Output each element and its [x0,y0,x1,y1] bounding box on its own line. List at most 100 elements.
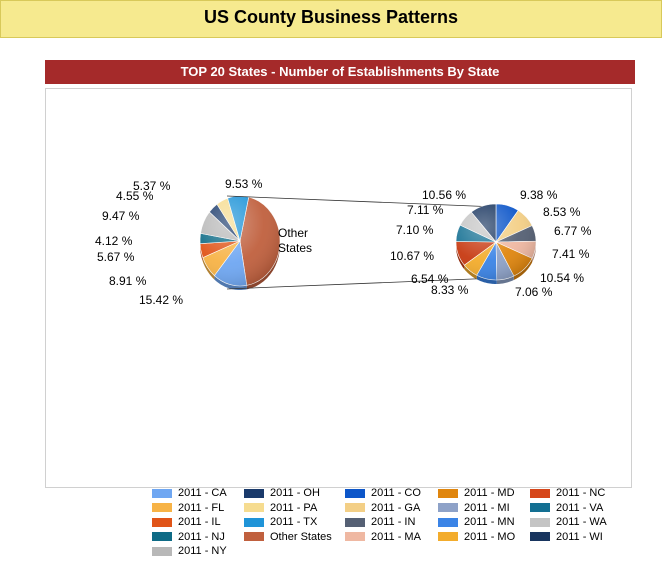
main-pie-label-2011-fl: 8.91 % [109,274,147,288]
legend-item-2011-md[interactable]: 2011 - MD [438,487,515,501]
detail-pie-label-2011-wa: 7.11 % [407,203,444,217]
panel-title: TOP 20 States - Number of Establishments… [180,64,500,79]
legend-item-2011-wi[interactable]: 2011 - WI [530,531,603,545]
legend-item-other-states[interactable]: Other States [244,531,332,545]
legend-label: 2011 - GA [371,501,421,514]
legend-item-2011-fl[interactable]: 2011 - FL [152,502,224,516]
main-pie-side-2011-il [200,243,203,262]
legend-swatch [244,532,264,542]
main-pie-label-2011-nj: 4.12 % [95,234,133,248]
legend-swatch [244,503,264,513]
page-title: US County Business Patterns [203,7,459,27]
legend-item-2011-wa[interactable]: 2011 - WA [530,516,607,530]
main-pie-side-2011-fl [202,257,215,280]
page-header: US County Business Patterns [0,0,662,38]
detail-pie-label-2011-mo: 6.54 % [411,272,449,286]
main-pie-label-2011-il: 5.67 % [97,250,135,264]
legend-item-2011-il[interactable]: 2011 - IL [152,516,221,530]
legend-swatch [345,488,365,498]
connector-line-top [226,195,498,208]
chart-legend: 2011 - CA 2011 - OH 2011 - CO 2011 - MD 2011… [152,487,652,562]
legend-swatch [152,517,172,527]
legend-label: 2011 - WA [556,516,607,529]
legend-item-2011-mn[interactable]: 2011 - MN [438,516,515,530]
legend-swatch [530,503,550,513]
detail-pie-label-2011-md: 10.54 % [540,271,584,285]
legend-label: 2011 - MN [464,516,515,529]
legend-label: 2011 - IN [371,516,416,529]
main-pie-label-2011-pa: 5.37 % [133,179,171,193]
detail-pie-gloss [456,204,536,280]
legend-swatch [345,503,365,513]
legend-label: 2011 - CA [178,487,227,500]
legend-swatch [345,517,365,527]
legend-swatch [152,488,172,498]
legend-swatch [244,517,264,527]
legend-label: Other States [270,530,332,543]
detail-pie-label-2011-in: 6.77 % [554,224,592,238]
legend-label: 2011 - NY [178,545,227,558]
detail-pie-label-2011-nc: 10.67 % [390,249,434,263]
legend-swatch [530,532,550,542]
chart-panel: Other States 15.42 % 8.91 % 5.67 % 4.12 % 9.47… [45,88,632,557]
legend-label: 2011 - CO [371,487,421,500]
detail-pie-label-2011-ga: 8.53 % [543,205,581,219]
legend-swatch [345,532,365,542]
legend-item-2011-ca[interactable]: 2011 - CA [152,487,227,501]
legend-swatch [530,517,550,527]
legend-swatch [438,532,458,542]
legend-item-2011-mi[interactable]: 2011 - MI [438,502,510,516]
legend-item-2011-pa[interactable]: 2011 - PA [244,502,317,516]
legend-item-2011-in[interactable]: 2011 - IN [345,516,415,530]
detail-pie-side-2011-md [513,258,533,280]
detail-pie-label-2011-mi: 7.06 % [515,285,553,299]
legend-label: 2011 - MD [464,487,515,500]
legend-item-2011-nc[interactable]: 2011 - NC [530,487,605,501]
legend-swatch [530,488,550,498]
main-pie-label-other-states: Other States [278,226,312,255]
main-pie-side-2011-ca [214,275,247,290]
legend-item-2011-va[interactable]: 2011 - VA [530,502,603,516]
legend-label: 2011 - FL [178,501,225,514]
main-pie-label-2011-oh: 4.55 % [116,189,154,203]
legend-label: 2011 - TX [270,516,318,529]
legend-item-2011-nj[interactable]: 2011 - NJ [152,531,225,545]
legend-swatch [438,503,458,513]
legend-swatch [152,546,172,556]
legend-label: 2011 - OH [270,487,320,500]
main-pie-gloss [200,196,280,286]
legend-label: 2011 - MA [371,530,421,543]
detail-pie-label-2011-wi: 10.56 % [422,188,466,202]
legend-item-2011-oh[interactable]: 2011 - OH [244,487,320,501]
legend-item-2011-ma[interactable]: 2011 - MA [345,531,421,545]
legend-swatch [438,488,458,498]
detail-pie-side-2011-nc [456,241,465,270]
legend-label: 2011 - MO [464,530,516,543]
legend-label: 2011 - WI [556,530,603,543]
detail-pie-label-2011-mn: 8.33 % [431,283,469,297]
legend-swatch [244,488,264,498]
legend-swatch [438,517,458,527]
detail-pie-label-2011-va: 7.10 % [396,223,434,237]
legend-label: 2011 - PA [270,501,318,514]
detail-pie-side-2011-mn [476,275,497,284]
detail-pie-label-2011-co: 9.38 % [520,188,558,202]
legend-item-2011-mo[interactable]: 2011 - MO [438,531,515,545]
legend-swatch [152,503,172,513]
legend-label: 2011 - NJ [178,530,225,543]
legend-label: 2011 - VA [556,501,604,514]
panel-header: TOP 20 States - Number of Establishments… [45,60,635,84]
connector-line-bottom [226,277,498,290]
legend-label: 2011 - NC [556,487,606,500]
legend-item-2011-co[interactable]: 2011 - CO [345,487,421,501]
main-pie-label-2011-tx: 9.53 % [225,177,263,191]
legend-item-2011-tx[interactable]: 2011 - TX [244,516,317,530]
legend-label: 2011 - MI [464,501,510,514]
detail-pie-side-2011-ma [532,241,536,263]
legend-label: 2011 - IL [178,516,221,529]
main-pie-label-2011-ca: 15.42 % [139,293,183,307]
pie-of-pie-chart: Other States 15.42 % 8.91 % 5.67 % 4.12 % 9.47… [95,177,592,307]
legend-item-2011-ny[interactable]: 2011 - NY [152,545,227,559]
legend-swatch [152,532,172,542]
legend-item-2011-ga[interactable]: 2011 - GA [345,502,420,516]
